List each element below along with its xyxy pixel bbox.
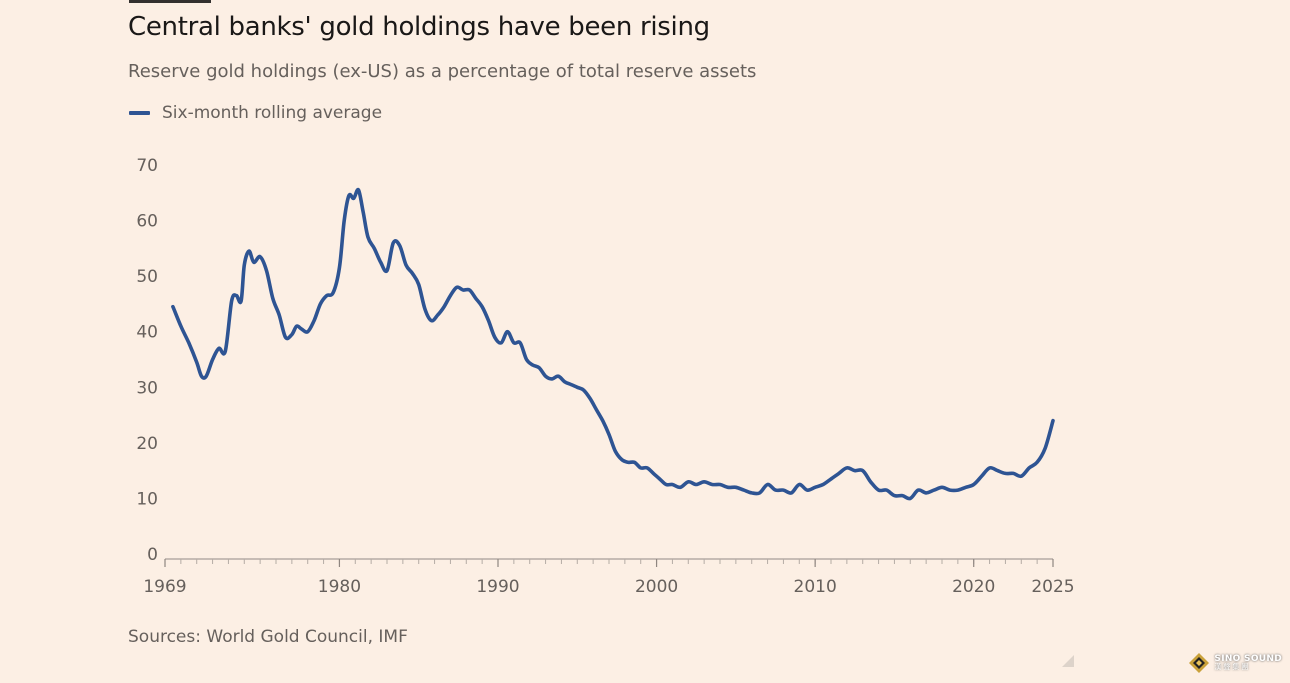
x-tick-label: 1969 [143, 577, 186, 597]
x-tick-label: 2025 [1031, 577, 1074, 597]
watermark-sub-text: 漢聲集團 [1214, 663, 1251, 671]
x-tick-label: 1980 [318, 577, 361, 597]
legend-label: Six-month rolling average [162, 103, 383, 123]
y-tick-label: 0 [147, 545, 158, 565]
y-tick-label: 50 [136, 267, 158, 287]
watermark-logo: SINO SOUND 漢聲集團 [1189, 653, 1282, 673]
x-tick-label: 2000 [635, 577, 678, 597]
y-tick-label: 40 [136, 323, 158, 343]
y-tick-label: 30 [136, 378, 158, 398]
chart-title: Central banks' gold holdings have been r… [128, 12, 710, 42]
x-tick-label: 2020 [952, 577, 995, 597]
top-rule [129, 0, 211, 3]
resize-handle-icon[interactable] [1062, 655, 1074, 667]
x-tick-label: 1990 [476, 577, 519, 597]
watermark-main-text: SINO SOUND [1214, 654, 1282, 664]
y-tick-label: 70 [136, 156, 158, 176]
y-tick-label: 60 [136, 212, 158, 232]
x-tick-label: 2010 [794, 577, 837, 597]
legend: Six-month rolling average [129, 103, 382, 123]
source-note: Sources: World Gold Council, IMF [128, 627, 408, 647]
diamond-logo-icon [1189, 653, 1210, 673]
y-tick-label: 20 [136, 434, 158, 454]
series-line [171, 187, 1055, 501]
legend-swatch [129, 111, 150, 115]
chart-subtitle: Reserve gold holdings (ex-US) as a perce… [128, 61, 757, 82]
y-tick-label: 10 [136, 489, 158, 509]
